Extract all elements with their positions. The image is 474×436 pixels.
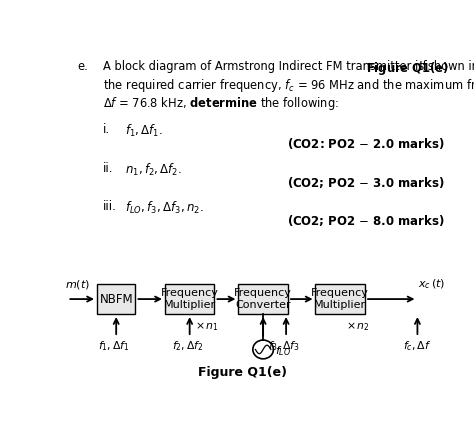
Text: the required carrier frequency, $f_c$ = 96 MHz and the maximum frequency deviati: the required carrier frequency, $f_c$ = … <box>103 77 474 94</box>
FancyBboxPatch shape <box>316 284 365 314</box>
Text: e.: e. <box>77 60 88 73</box>
Text: $\times\, n_2$: $\times\, n_2$ <box>346 320 370 333</box>
FancyBboxPatch shape <box>165 284 214 314</box>
Text: Frequency
Multiplier: Frequency Multiplier <box>161 288 219 310</box>
Text: $f_1, \Delta f_1.$: $f_1, \Delta f_1.$ <box>125 123 164 139</box>
Text: $f_{LO}, f_3, \Delta f_3, n_2.$: $f_{LO}, f_3, \Delta f_3, n_2.$ <box>125 201 204 216</box>
Text: Frequency
Multiplier: Frequency Multiplier <box>311 288 369 310</box>
Text: $m(t)$: $m(t)$ <box>65 278 91 291</box>
Text: . If: . If <box>412 60 427 73</box>
Text: iii.: iii. <box>103 201 117 213</box>
Text: (CO2; PO2 $-$ 3.0 marks): (CO2; PO2 $-$ 3.0 marks) <box>287 174 445 190</box>
Text: $\Delta f$ = 76.8 kHz, $\mathbf{determine}$ the following:: $\Delta f$ = 76.8 kHz, $\mathbf{determin… <box>103 95 339 112</box>
Text: ii.: ii. <box>103 162 114 175</box>
Text: $x_c\,(t)$: $x_c\,(t)$ <box>418 277 446 291</box>
Text: $f_2, \Delta f_2$: $f_2, \Delta f_2$ <box>172 339 204 353</box>
Text: $\times\, n_1$: $\times\, n_1$ <box>195 320 219 333</box>
Text: $f_1, \Delta f_1$: $f_1, \Delta f_1$ <box>99 339 130 353</box>
Text: A block diagram of Armstrong Indirect FM transmitter is shown in: A block diagram of Armstrong Indirect FM… <box>103 60 474 73</box>
Text: $n_1, f_2, \Delta f_2.$: $n_1, f_2, \Delta f_2.$ <box>125 162 182 178</box>
Text: NBFM: NBFM <box>100 293 133 306</box>
Text: $f_3, \Delta f_3$: $f_3, \Delta f_3$ <box>268 339 301 353</box>
Text: Frequency
Converter: Frequency Converter <box>234 288 292 310</box>
FancyBboxPatch shape <box>238 284 288 314</box>
Text: i.: i. <box>103 123 110 136</box>
Text: $\mathbf{Figure\ Q1(e)}$: $\mathbf{Figure\ Q1(e)}$ <box>365 60 448 77</box>
Text: $f_c, \Delta f$: $f_c, \Delta f$ <box>403 339 432 353</box>
FancyBboxPatch shape <box>97 284 136 314</box>
Text: Figure Q1(e): Figure Q1(e) <box>199 366 287 378</box>
Text: $f_{LO}$: $f_{LO}$ <box>275 344 292 358</box>
Text: (CO2: PO2 $-$ 2.0 marks): (CO2: PO2 $-$ 2.0 marks) <box>287 136 445 151</box>
Text: (CO2; PO2 $-$ 8.0 marks): (CO2; PO2 $-$ 8.0 marks) <box>287 213 445 228</box>
